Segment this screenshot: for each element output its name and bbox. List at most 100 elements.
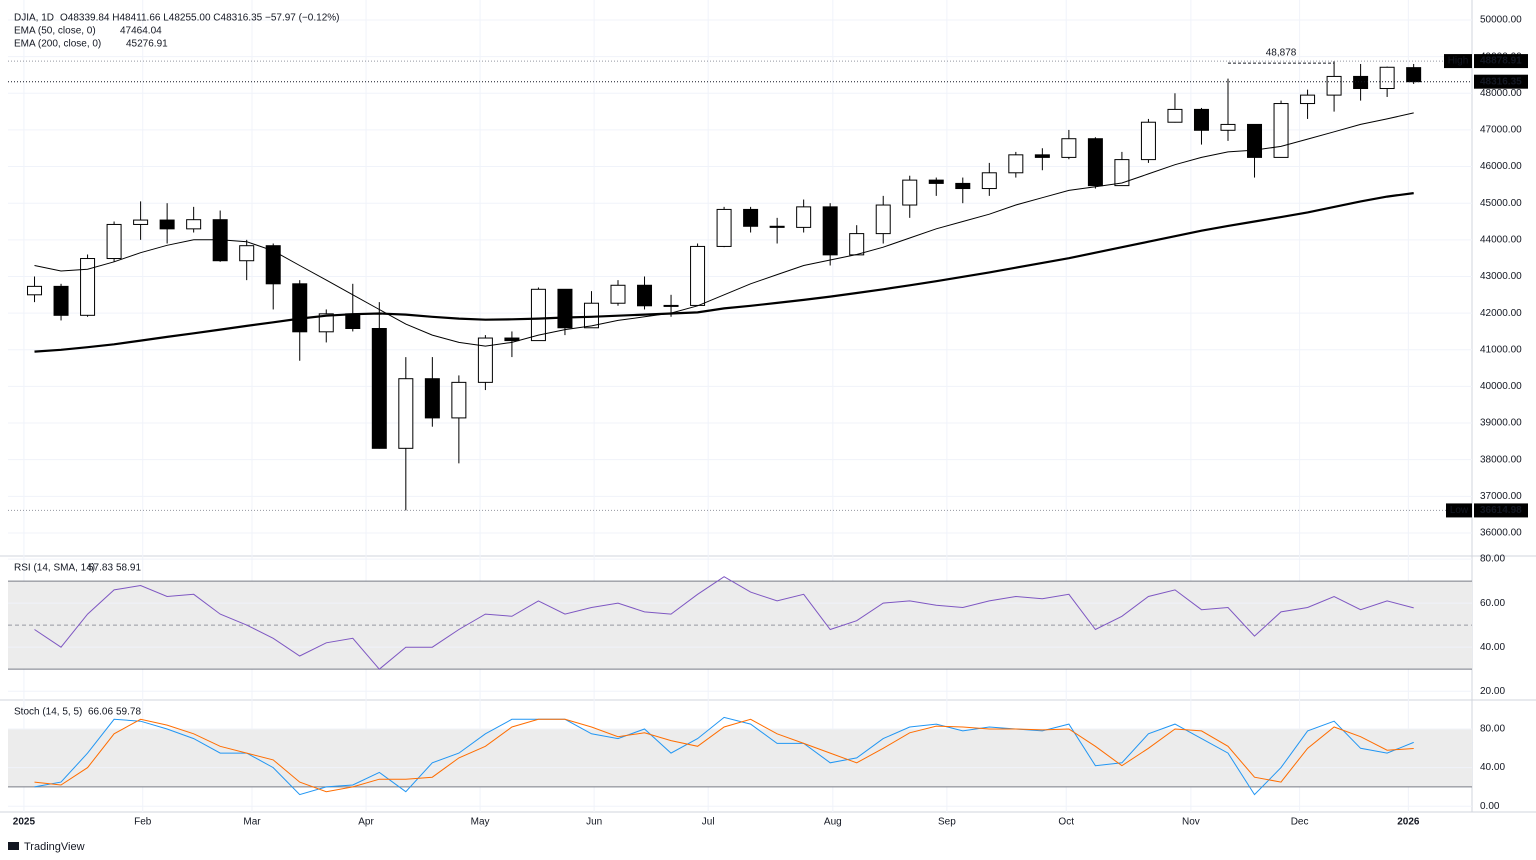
candle-body bbox=[1220, 123, 1236, 131]
candle-body bbox=[902, 179, 918, 206]
legend-value: 58.91 bbox=[116, 563, 141, 574]
candle-body bbox=[53, 285, 69, 316]
legend-value: 45276.91 bbox=[126, 39, 168, 50]
candle-body bbox=[371, 328, 387, 449]
candle-body bbox=[239, 245, 255, 262]
candle-body bbox=[1114, 159, 1130, 187]
ema-line bbox=[34, 112, 1414, 347]
candle-body bbox=[318, 313, 334, 333]
brand: TradingView bbox=[24, 841, 85, 853]
y-tick-label: 50000.00 bbox=[1480, 15, 1522, 26]
ema-line bbox=[34, 192, 1414, 353]
candle-body bbox=[716, 208, 732, 247]
candle-body bbox=[530, 288, 546, 342]
x-tick-label: Aug bbox=[824, 817, 842, 828]
candle-body bbox=[1193, 108, 1209, 131]
y-tick-label: 40.00 bbox=[1480, 762, 1505, 773]
x-tick-label: Jun bbox=[586, 817, 602, 828]
y-tick-label: 20.00 bbox=[1480, 686, 1505, 697]
y-tick-label: 40.00 bbox=[1480, 642, 1505, 653]
legend-value: 57.83 bbox=[88, 563, 113, 574]
high-tag: High bbox=[1448, 56, 1469, 67]
x-tick-label: Jul bbox=[702, 817, 715, 828]
candle-body bbox=[106, 223, 122, 260]
y-tick-label: 80.00 bbox=[1480, 724, 1505, 735]
y-tick-label: 47000.00 bbox=[1480, 125, 1522, 136]
candle-body bbox=[477, 337, 493, 383]
band bbox=[8, 728, 1472, 787]
legend-value: 66.06 bbox=[88, 707, 113, 718]
high-value: 48878.91 bbox=[1480, 56, 1522, 67]
candle-body bbox=[451, 381, 467, 419]
legend-value: 47464.04 bbox=[120, 26, 162, 37]
indicator-line bbox=[34, 718, 1414, 793]
candle-body bbox=[1140, 121, 1156, 161]
candle-body bbox=[345, 313, 361, 330]
candle-body bbox=[1247, 123, 1263, 158]
tag-box bbox=[1444, 54, 1472, 69]
candle-body bbox=[928, 179, 944, 184]
candle-body bbox=[796, 206, 812, 228]
x-tick-label: Sep bbox=[938, 817, 956, 828]
y-tick-label: 44000.00 bbox=[1480, 234, 1522, 245]
low-value: 36614.98 bbox=[1480, 505, 1522, 516]
candle-body bbox=[1379, 66, 1395, 90]
y-tick-label: 42000.00 bbox=[1480, 308, 1522, 319]
candle-body bbox=[27, 285, 43, 296]
candle-body bbox=[1061, 138, 1077, 158]
x-tick-label: Nov bbox=[1182, 817, 1200, 828]
candle-body bbox=[424, 378, 440, 419]
legend-name: EMA (50, close, 0) bbox=[14, 26, 96, 37]
y-tick-label: 45000.00 bbox=[1480, 198, 1522, 209]
y-tick-label: 39000.00 bbox=[1480, 418, 1522, 429]
candle-body bbox=[1008, 154, 1024, 174]
candle-body bbox=[610, 284, 626, 304]
candle-body bbox=[690, 245, 706, 306]
candle-body bbox=[133, 219, 149, 225]
candle-body bbox=[1087, 138, 1103, 187]
y-tick-label: 36000.00 bbox=[1480, 528, 1522, 539]
candle-body bbox=[1353, 75, 1369, 90]
x-tick-label: Mar bbox=[243, 817, 261, 828]
candle-body bbox=[663, 304, 679, 307]
x-tick-label: 2026 bbox=[1397, 817, 1420, 828]
ohlc-label: O48339.84 H48411.66 L48255.00 C48316.35 … bbox=[60, 13, 340, 24]
x-tick-label: Oct bbox=[1058, 817, 1074, 828]
candle-body bbox=[557, 288, 573, 329]
value-box bbox=[1474, 54, 1528, 69]
y-tick-label: 38000.00 bbox=[1480, 454, 1522, 465]
tag-box bbox=[1446, 503, 1472, 518]
y-tick-label: 0.00 bbox=[1480, 801, 1500, 812]
value-box bbox=[1474, 74, 1528, 89]
candle-body bbox=[849, 233, 865, 256]
y-tick-label: 46000.00 bbox=[1480, 161, 1522, 172]
candle-body bbox=[1300, 94, 1316, 105]
x-tick-label: 2025 bbox=[13, 817, 36, 828]
candle-body bbox=[981, 172, 997, 190]
candle-body bbox=[769, 225, 785, 228]
candle-body bbox=[80, 258, 96, 316]
candle-body bbox=[186, 219, 202, 230]
last-value: 48316.35 bbox=[1480, 76, 1522, 87]
candle-body bbox=[1406, 67, 1422, 83]
candle-body bbox=[292, 283, 308, 333]
pane-title: RSI (14, SMA, 14) bbox=[14, 563, 95, 574]
candle-body bbox=[637, 284, 653, 307]
candle-body bbox=[398, 378, 414, 449]
y-tick-label: 48000.00 bbox=[1480, 88, 1522, 99]
y-tick-label: 60.00 bbox=[1480, 598, 1505, 609]
candle-body bbox=[159, 219, 175, 230]
candle-body bbox=[743, 208, 759, 227]
candle-body bbox=[875, 204, 891, 235]
candle-body bbox=[1167, 108, 1183, 123]
legend-name: EMA (200, close, 0) bbox=[14, 39, 101, 50]
chart-title: DJIA, 1D bbox=[14, 13, 54, 24]
x-tick-label: Dec bbox=[1291, 817, 1309, 828]
value-box bbox=[1474, 503, 1528, 518]
candle-body bbox=[955, 182, 971, 190]
indicator-line bbox=[34, 716, 1414, 796]
indicator-line bbox=[34, 576, 1414, 670]
x-tick-label: Feb bbox=[134, 817, 152, 828]
